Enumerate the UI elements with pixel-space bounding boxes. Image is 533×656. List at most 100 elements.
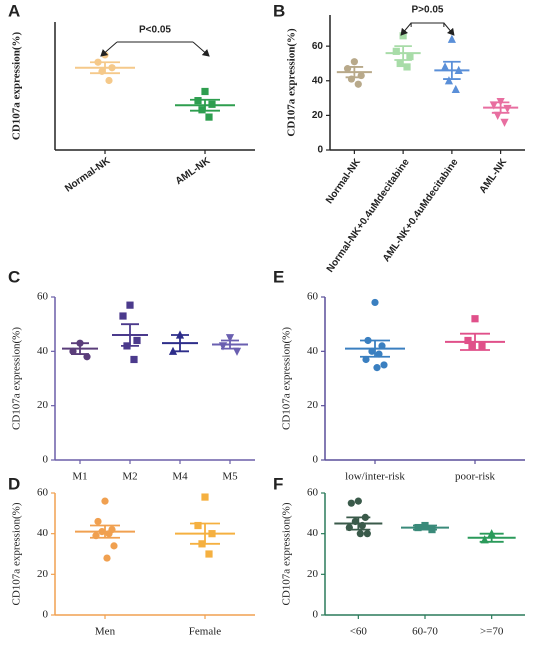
- y-tick-label: 0: [317, 145, 323, 156]
- annotation-arrow: [192, 41, 210, 57]
- point: [194, 521, 202, 530]
- x-tick-label: AML-NK: [174, 155, 213, 187]
- y-tick-label: 0: [313, 454, 319, 466]
- x-tick-label: poor-risk: [455, 471, 496, 483]
- y-tick-label: 60: [307, 487, 319, 499]
- annotation: P>0.05: [412, 5, 444, 16]
- x-tick-label: low/inter-risk: [345, 471, 405, 483]
- point: [493, 111, 502, 120]
- y-tick-label: 20: [37, 399, 49, 411]
- panel-label: D: [8, 474, 20, 493]
- point: [489, 101, 498, 110]
- y-axis-label: CD107a expression(%): [281, 502, 293, 605]
- point: [105, 76, 113, 85]
- point: [363, 530, 371, 538]
- x-tick-label: M4: [172, 471, 188, 483]
- point: [399, 32, 407, 40]
- panel-label: C: [8, 267, 20, 286]
- x-tick-label: M5: [222, 471, 238, 483]
- point: [403, 63, 411, 71]
- point: [347, 499, 355, 507]
- point: [194, 97, 202, 105]
- x-tick-label: M1: [72, 471, 87, 483]
- x-tick-label: 60-70: [412, 626, 438, 638]
- annotation: P<0.05: [139, 25, 171, 36]
- point: [354, 80, 362, 88]
- y-tick-label: 40: [312, 75, 324, 86]
- y-tick-label: 0: [43, 454, 49, 466]
- point: [94, 517, 102, 526]
- panel-label: E: [273, 267, 284, 286]
- y-axis-label: CD107a expression(%): [286, 28, 298, 137]
- point: [371, 298, 379, 307]
- y-tick-label: 60: [37, 291, 49, 303]
- point: [451, 84, 460, 94]
- point: [201, 493, 209, 501]
- point: [205, 550, 213, 558]
- x-tick-label: M2: [122, 471, 137, 483]
- y-tick-label: 60: [307, 291, 319, 303]
- y-tick-label: 40: [307, 527, 319, 539]
- point: [126, 301, 134, 309]
- y-axis-label: CD107a expression(%): [11, 502, 23, 605]
- y-axis-label: CD107a expression(%): [11, 327, 23, 430]
- point: [375, 350, 383, 358]
- point: [471, 315, 479, 323]
- y-tick-label: 40: [37, 527, 49, 539]
- x-tick-label: <60: [350, 626, 368, 638]
- point: [133, 336, 141, 345]
- annotation-arrow: [400, 22, 412, 36]
- x-tick-label: >=70: [480, 626, 504, 638]
- panel-label: A: [8, 1, 20, 20]
- x-tick-label: Normal-NK: [324, 156, 363, 206]
- point: [440, 62, 450, 71]
- point: [406, 52, 414, 61]
- point: [503, 104, 512, 114]
- point: [373, 364, 381, 372]
- point: [350, 58, 358, 66]
- point: [354, 497, 362, 505]
- point: [500, 118, 509, 127]
- point: [444, 76, 454, 85]
- panel-label: B: [273, 1, 285, 20]
- x-tick-label: Normal-NK: [63, 155, 113, 194]
- point: [447, 34, 456, 43]
- y-tick-label: 40: [37, 345, 49, 357]
- x-tick-label: AML-NK: [478, 156, 510, 195]
- x-tick-label: Normal-NK+0.4uMdecitabine: [325, 157, 412, 275]
- y-tick-label: 0: [43, 609, 49, 621]
- y-tick-label: 20: [312, 110, 324, 121]
- point: [103, 554, 111, 562]
- point: [198, 106, 206, 114]
- point: [225, 334, 235, 343]
- y-tick-label: 60: [37, 487, 49, 499]
- x-tick-label: Men: [95, 626, 116, 638]
- point: [464, 336, 472, 345]
- y-tick-label: 40: [307, 345, 319, 357]
- point: [101, 497, 109, 505]
- point: [110, 542, 118, 550]
- point: [205, 113, 213, 121]
- y-tick-label: 0: [313, 609, 319, 621]
- point: [232, 347, 242, 356]
- point: [130, 355, 138, 364]
- point: [201, 87, 209, 96]
- point: [392, 47, 400, 55]
- point: [119, 312, 127, 320]
- point: [478, 342, 486, 350]
- y-tick-label: 60: [312, 41, 324, 52]
- y-tick-label: 20: [37, 568, 49, 580]
- point: [83, 353, 91, 361]
- point: [380, 361, 388, 369]
- y-axis-label: CD107a expression(%): [281, 327, 293, 430]
- point: [362, 355, 370, 364]
- y-tick-label: 20: [307, 568, 319, 580]
- annotation-arrow: [100, 41, 118, 57]
- x-tick-label: Female: [189, 626, 221, 638]
- y-axis-label: CD107a expression(%): [11, 32, 23, 141]
- annotation-arrow: [443, 22, 455, 36]
- point: [468, 342, 476, 350]
- point: [356, 530, 364, 538]
- point: [396, 59, 404, 68]
